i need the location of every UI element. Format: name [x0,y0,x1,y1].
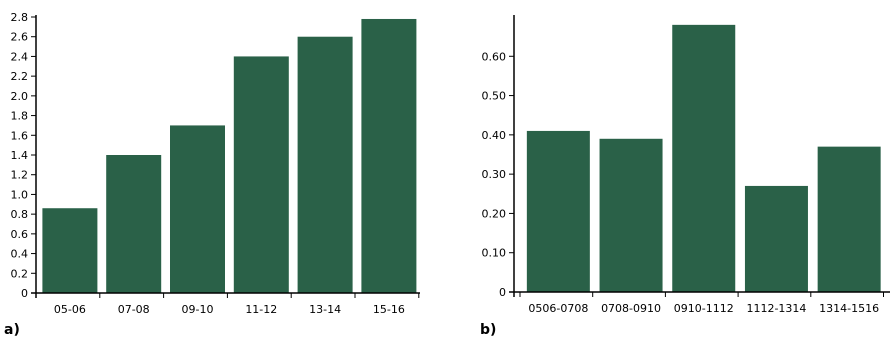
x-tick-label-b-1112-1314: 1112-1314 [746,302,806,315]
bar-a-05-06 [42,208,98,293]
y-tick-label-b-5: 0.50 [482,90,507,103]
y-tick-label-b-2: 0.20 [482,207,507,220]
y-tick-label-a-8: 1.6 [11,129,29,142]
bar-a-13-14 [297,36,353,293]
y-tick-label-a-13: 2.6 [11,31,29,44]
y-tick-label-a-14: 2.8 [11,11,29,24]
y-tick-label-b-6: 0.60 [482,50,507,63]
x-tick-label-b-0506-0708: 0506-0708 [528,302,588,315]
bar-b-1112-1314 [744,185,808,292]
x-tick-label-b-1314-1516: 1314-1516 [819,302,879,315]
y-tick-label-a-0: 0 [21,287,28,300]
y-tick-label-a-9: 1.8 [11,110,29,123]
x-tick-label-a-13-14: 13-14 [309,303,341,316]
bar-a-15-16 [361,18,417,293]
bar-b-1314-1516 [817,146,881,292]
x-tick-label-b-0708-0910: 0708-0910 [601,302,661,315]
y-tick-label-b-4: 0.40 [482,129,507,142]
y-tick-label-a-5: 1.0 [11,188,29,201]
x-tick-label-a-11-12: 11-12 [245,303,277,316]
bar-b-0708-0910 [599,138,663,292]
bar-a-07-08 [106,155,162,293]
x-tick-label-b-0910-1112: 0910-1112 [674,302,734,315]
y-tick-label-a-10: 2.0 [11,90,29,103]
y-tick-label-b-3: 0.30 [482,168,507,181]
panel-b-label: b) [480,322,496,338]
y-tick-label-a-11: 2.2 [11,70,29,83]
bar-b-0506-0708 [526,130,590,292]
x-tick-label-a-09-10: 09-10 [182,303,214,316]
y-tick-label-a-4: 0.8 [11,208,29,221]
bar-b-0910-1112 [672,24,736,292]
y-tick-label-a-7: 1.4 [11,149,29,162]
y-tick-label-a-2: 0.4 [11,248,29,261]
y-tick-label-a-3: 0.6 [11,228,29,241]
bar-a-11-12 [233,56,289,293]
bar-a-09-10 [170,125,225,293]
panel-a-label: a) [4,322,20,338]
x-tick-label-a-07-08: 07-08 [118,303,150,316]
y-tick-label-a-1: 0.2 [11,267,29,280]
chart-panel-b: b) 0 0.10 0.20 0.30 0.40 0.50 0.60 0506-0708 070… [480,15,890,338]
y-tick-label-a-6: 1.2 [11,169,29,182]
y-tick-label-b-0: 0 [499,286,506,299]
chart-panel-a: a) 0 0.2 0.4 0.6 0.8 1.0 1.2 1.4 1.6 1.8 2.0 2.2 2.4… [4,11,420,338]
x-tick-label-a-05-06: 05-06 [54,303,86,316]
y-tick-label-a-12: 2.4 [11,50,29,63]
x-tick-label-a-15-16: 15-16 [373,303,405,316]
y-tick-label-b-1: 0.10 [482,247,507,260]
